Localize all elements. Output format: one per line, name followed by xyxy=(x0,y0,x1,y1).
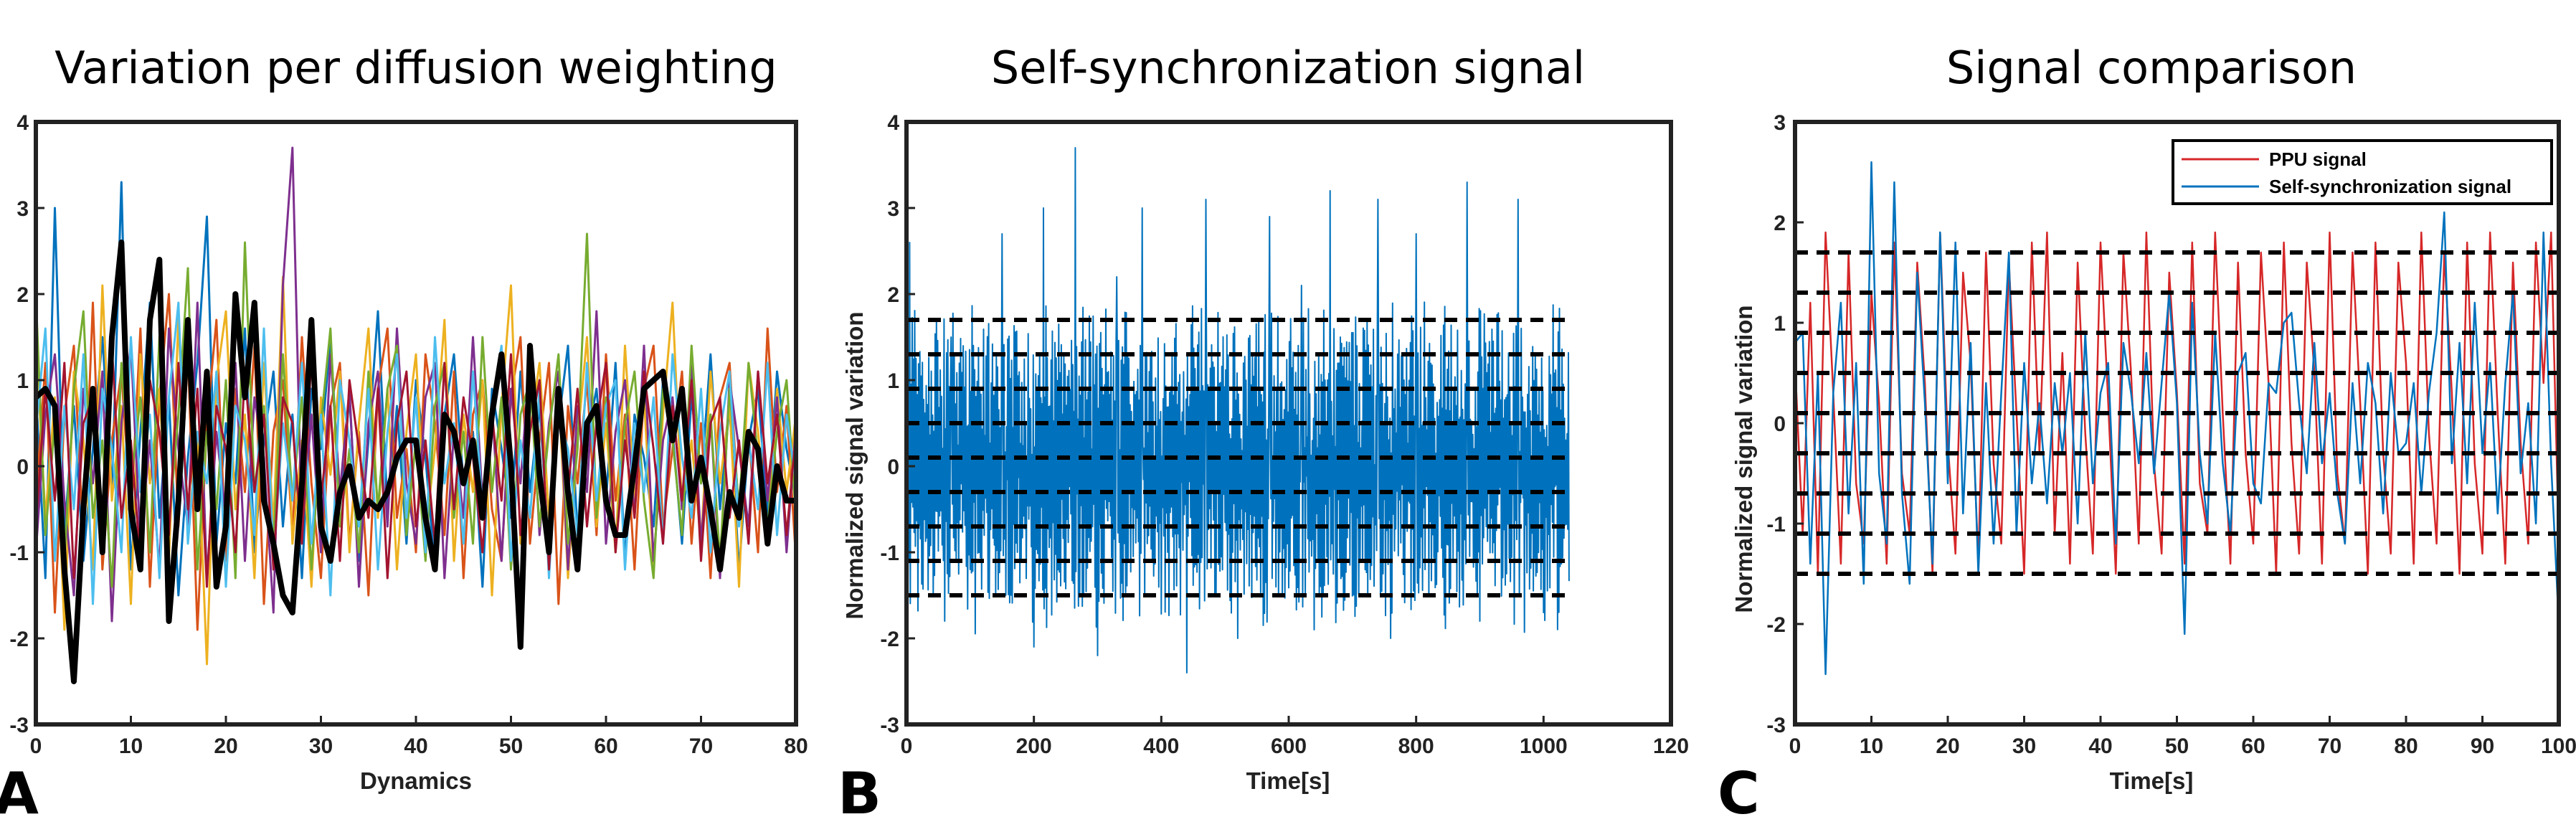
panel-a-xlabel: Dynamics xyxy=(360,767,472,794)
panel-c-ytick-label: 3 xyxy=(1774,111,1786,135)
panel-c-xtick-label: 30 xyxy=(2012,734,2036,758)
panel-b-ytick-label: -1 xyxy=(880,542,899,565)
panel-a-xtick-label: 60 xyxy=(594,734,617,758)
panel-c-legend-box xyxy=(2172,139,2553,205)
panel-a-ytick-label: 4 xyxy=(16,111,29,135)
panel-a-xtick-label: 80 xyxy=(784,734,808,758)
panel-c-self-sync-line xyxy=(1795,161,2559,676)
panel-c: Signal comparison 0 10 20 30 40 50 60 70 80 90 100… xyxy=(1718,42,2576,827)
panel-b-xtick-label: 600 xyxy=(1271,734,1307,758)
panel-c-xtick-label: 0 xyxy=(1789,734,1801,758)
panel-a-xtick-label: 70 xyxy=(689,734,713,758)
panel-b-title: Self-synchronization signal xyxy=(991,42,1585,94)
panel-b-xtick-label: 400 xyxy=(1143,734,1179,758)
panel-a-xtick-label: 20 xyxy=(214,734,237,758)
panel-c-xtick-label: 60 xyxy=(2241,734,2265,758)
panel-c-ytick-label: -2 xyxy=(1766,613,1786,637)
panel-c-xtick-label: 80 xyxy=(2394,734,2418,758)
panel-b-ytick-label: 4 xyxy=(887,111,899,135)
panel-b-xtick-label: 120 xyxy=(1653,734,1689,758)
panel-c-xtick-label: 50 xyxy=(2165,734,2189,758)
panel-a-ytick-label: 0 xyxy=(16,455,29,479)
panel-b-plot: 0 200 400 600 800 1000 120 -3 -2 -1 0 1 2 3 4 xyxy=(880,111,1689,758)
panel-c-xtick-label: 90 xyxy=(2471,734,2494,758)
panel-a-xtick-label: 0 xyxy=(30,734,42,758)
panel-a-ytick-label: 3 xyxy=(16,197,29,221)
panel-b-ytick-label: -2 xyxy=(880,628,899,651)
panel-a-ytick-label: -2 xyxy=(9,628,29,651)
panel-b-ytick-label: 2 xyxy=(887,283,899,307)
panel-c-ylabel: Normalized signal variation xyxy=(1730,305,1757,613)
panel-a-mean-series xyxy=(36,240,796,684)
panel-b-xlabel: Time[s] xyxy=(1246,767,1330,794)
panel-b-label: B xyxy=(838,760,881,827)
panel-a-title: Variation per diffusion weighting xyxy=(55,42,777,94)
panel-a-ytick-label: -1 xyxy=(9,542,29,565)
panel-b-xtick-label: 1000 xyxy=(1520,734,1568,758)
panel-c-title: Signal comparison xyxy=(1946,42,2357,94)
panel-c-xtick-label: 20 xyxy=(1936,734,1959,758)
panel-a: Variation per diffusion weighting 0 10 20 3… xyxy=(0,42,808,827)
panel-c-ytick-label: 2 xyxy=(1774,212,1786,235)
panel-b-ytick-label: 1 xyxy=(887,369,899,393)
panel-c-xlabel: Time[s] xyxy=(2110,767,2194,794)
panel-a-xtick-label: 30 xyxy=(309,734,333,758)
panel-a-xtick-label: 10 xyxy=(119,734,143,758)
panel-b-ytick-label: 3 xyxy=(887,197,899,221)
panel-c-ytick-label: 0 xyxy=(1774,412,1786,436)
panel-b-ytick-label: 0 xyxy=(887,455,899,479)
panel-c-xtick-label: 40 xyxy=(2088,734,2112,758)
panel-b: Self-synchronization signal 0 200 400 600 80… xyxy=(838,42,1689,827)
panel-c-ytick-label: 1 xyxy=(1774,312,1786,336)
panel-a-ytick-label: -3 xyxy=(9,714,29,737)
panel-b-xtick-label: 0 xyxy=(901,734,913,758)
panel-c-ytick-label: -1 xyxy=(1766,513,1786,536)
panel-b-signal-line xyxy=(906,147,1570,682)
panel-b-ylabel: Normalized signal variation xyxy=(841,311,868,619)
panel-c-legend: PPU signal Self-synchronization signal xyxy=(2172,139,2553,205)
panel-c-legend-label: Self-synchronization signal xyxy=(2269,176,2511,197)
panel-a-plot: 0 10 20 30 40 50 60 70 80 -3 -2 -1 0 1 2 3 4 xyxy=(9,111,808,758)
panel-c-legend-label: PPU signal xyxy=(2269,148,2367,170)
panel-b-xtick-label: 200 xyxy=(1016,734,1052,758)
panel-b-ytick-label: -3 xyxy=(880,714,899,737)
panel-c-plot: 0 10 20 30 40 50 60 70 80 90 100 -3 -2 -1 0 1 2 3 xyxy=(1766,111,2576,758)
panel-a-xtick-label: 50 xyxy=(499,734,523,758)
panel-a-xtick-label: 40 xyxy=(404,734,427,758)
panel-a-label: A xyxy=(0,760,39,827)
panel-a-ytick-label: 2 xyxy=(16,283,29,307)
panel-c-xtick-label: 70 xyxy=(2318,734,2341,758)
panel-b-xtick-label: 800 xyxy=(1398,734,1434,758)
panel-a-ytick-label: 1 xyxy=(16,369,29,393)
panel-c-xtick-label: 10 xyxy=(1860,734,1883,758)
panel-c-label: C xyxy=(1718,760,1760,827)
panel-c-ytick-label: -3 xyxy=(1766,714,1786,737)
panel-c-xtick-label: 100 xyxy=(2541,734,2576,758)
panel-a-series-group xyxy=(36,146,796,684)
panel-c-series-group xyxy=(1795,161,2559,676)
